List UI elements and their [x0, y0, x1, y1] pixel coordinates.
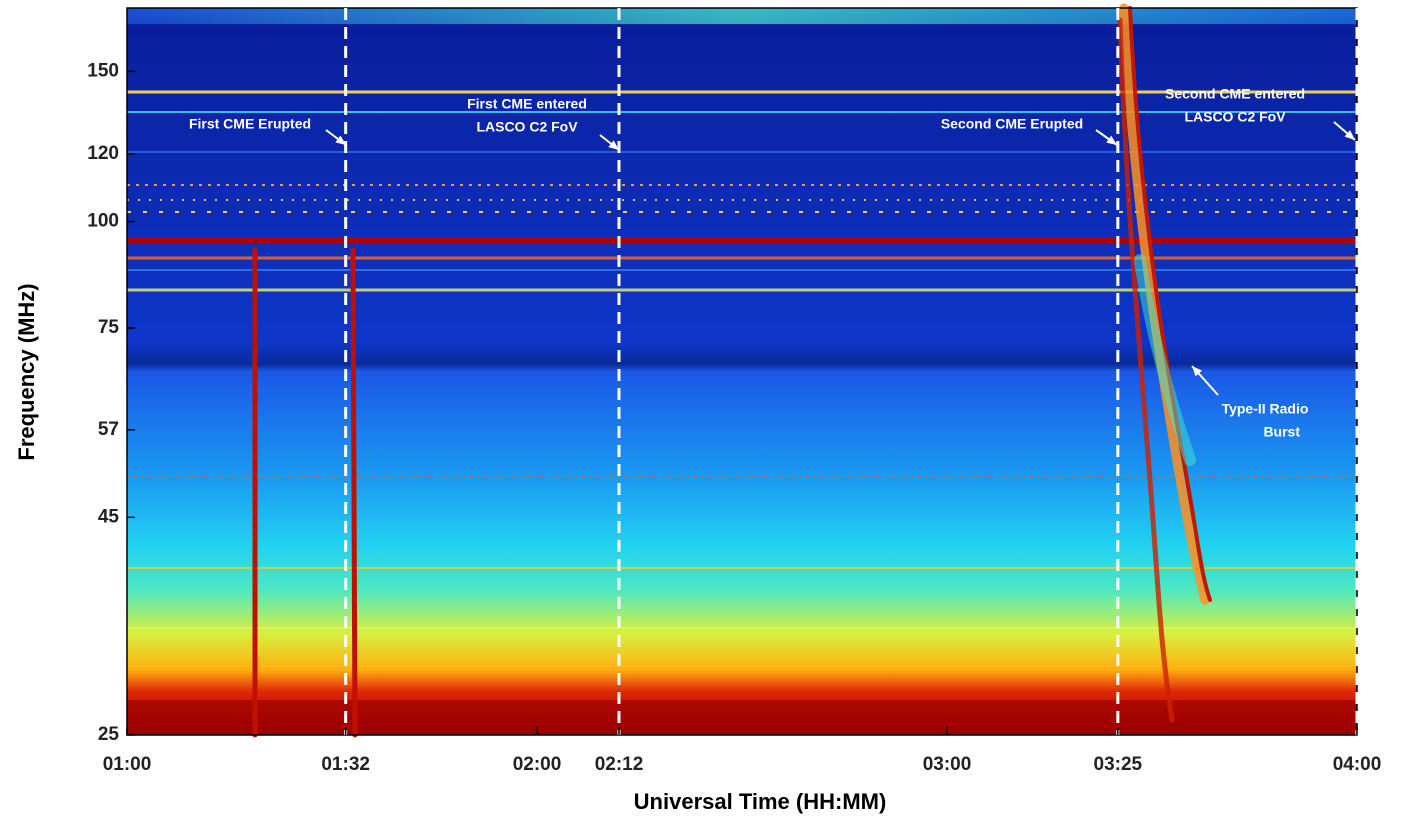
x-tick-label: 01:00 — [103, 754, 152, 775]
x-tick-label: 03:25 — [1094, 754, 1143, 775]
y-tick-label: 57 — [98, 419, 119, 440]
x-tick-label: 02:12 — [595, 754, 644, 775]
arrow-head — [1106, 135, 1117, 145]
y-tick-label: 45 — [98, 506, 120, 527]
plot-area — [127, 3, 1357, 738]
spectrum-background — [127, 8, 1357, 735]
x-tick-label: 02:00 — [513, 754, 562, 775]
arrow-head — [335, 135, 346, 145]
annotation: Burst — [1263, 424, 1300, 440]
y-tick-label: 100 — [87, 211, 119, 232]
y-tick-label: 75 — [98, 317, 120, 338]
x-tick-label: 01:32 — [321, 754, 370, 775]
bursts — [252, 3, 1212, 738]
arrow-head — [608, 140, 619, 150]
arrow-head — [1344, 130, 1355, 140]
x-tick-label: 04:00 — [1333, 754, 1382, 775]
y-axis-label: Frequency (MHz) — [14, 283, 39, 460]
x-tick-label: 03:00 — [923, 754, 972, 775]
annotation: Type-II Radio — [1222, 401, 1309, 417]
arrow-head — [1192, 366, 1202, 377]
rfi-lines — [127, 90, 1357, 735]
annotation: Second CME entered — [1165, 86, 1305, 102]
y-tick-label: 150 — [87, 60, 119, 81]
y-tick-label: 120 — [87, 143, 119, 164]
spectrum-band — [127, 8, 1357, 24]
annotation: Second CME Erupted — [941, 116, 1083, 132]
x-axis-label: Universal Time (HH:MM) — [634, 789, 887, 814]
y-tick-label: 25 — [98, 724, 120, 745]
annotation: LASCO C2 FoV — [476, 119, 578, 135]
annotation: First CME Erupted — [189, 116, 311, 132]
annotation: LASCO C2 FoV — [1184, 109, 1286, 125]
annotation: First CME entered — [467, 96, 587, 112]
